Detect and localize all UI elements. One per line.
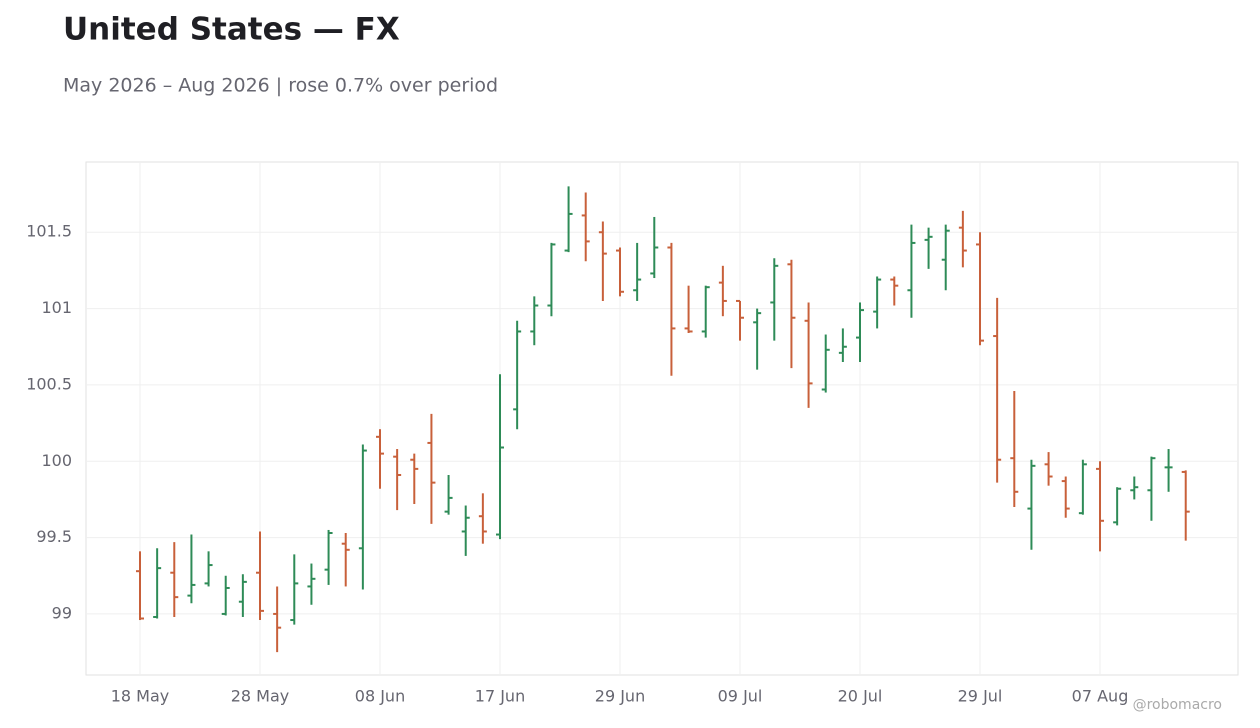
plot-frame xyxy=(85,161,1239,676)
y-tick-label: 99.5 xyxy=(36,527,72,546)
x-tick-label: 20 Jul xyxy=(838,687,883,706)
y-tick-label: 101.5 xyxy=(26,222,72,241)
chart-subtitle: May 2026 – Aug 2026 | rose 0.7% over per… xyxy=(63,75,498,97)
x-tick-label: 18 May xyxy=(111,687,170,706)
x-tick-label: 29 Jul xyxy=(958,687,1003,706)
x-tick-label: 08 Jun xyxy=(355,687,405,706)
watermark: @robomacro xyxy=(1133,697,1222,713)
x-tick-label: 09 Jul xyxy=(718,687,763,706)
x-tick-label: 29 Jun xyxy=(595,687,645,706)
y-tick-label: 100.5 xyxy=(26,374,72,393)
y-tick-label: 101 xyxy=(41,298,72,317)
x-tick-label: 28 May xyxy=(231,687,290,706)
chart-title: United States — FX xyxy=(63,12,400,48)
y-tick-label: 99 xyxy=(52,603,72,622)
x-tick-label: 17 Jun xyxy=(475,687,525,706)
y-tick-label: 100 xyxy=(41,451,72,470)
x-tick-label: 07 Aug xyxy=(1072,687,1129,706)
